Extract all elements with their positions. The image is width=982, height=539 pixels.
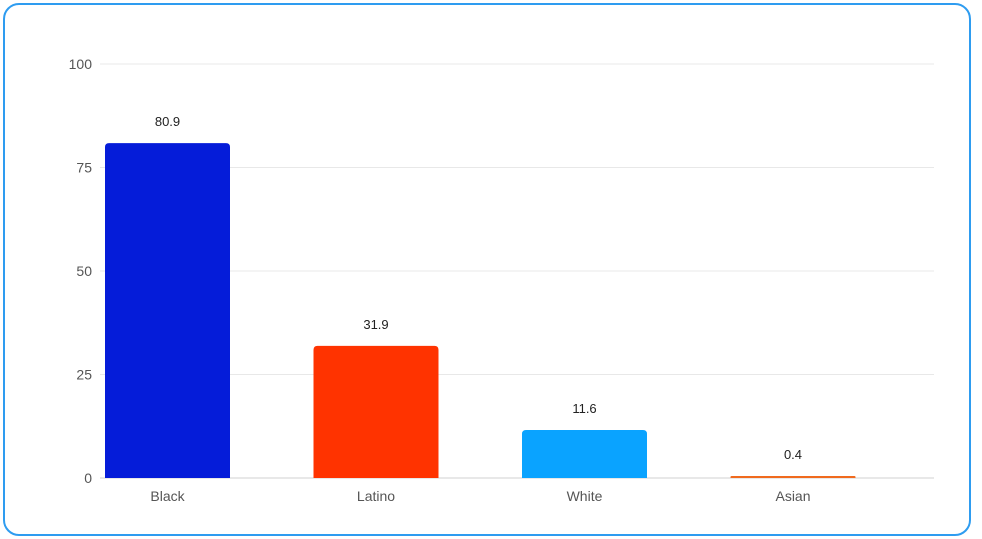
y-tick-label: 100 xyxy=(69,56,93,72)
bar-white[interactable] xyxy=(522,429,647,478)
data-label: 11.6 xyxy=(572,401,596,416)
y-tick-label: 50 xyxy=(76,263,92,279)
value-labels: 80.9 31.9 11.6 0.4 xyxy=(155,114,802,462)
bar-black[interactable] xyxy=(105,143,230,478)
data-label: 31.9 xyxy=(363,317,388,332)
bar-latino[interactable] xyxy=(313,345,439,478)
x-tick-label: White xyxy=(567,488,603,504)
x-tick-label: Latino xyxy=(357,488,395,504)
x-tick-label: Black xyxy=(150,488,185,504)
bar-asian[interactable] xyxy=(730,476,856,478)
y-tick-label: 25 xyxy=(76,367,92,383)
y-axis: 0 25 50 75 100 xyxy=(69,56,93,486)
y-tick-label: 0 xyxy=(84,470,92,486)
y-tick-label: 75 xyxy=(76,160,92,176)
data-label: 80.9 xyxy=(155,114,180,129)
bars xyxy=(105,143,856,478)
x-tick-label: Asian xyxy=(775,488,810,504)
x-axis: Black Latino White Asian xyxy=(150,488,810,504)
data-label: 0.4 xyxy=(784,447,802,462)
